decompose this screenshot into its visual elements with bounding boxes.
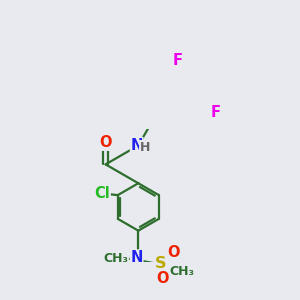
Text: O: O <box>99 135 112 150</box>
Text: O: O <box>168 245 180 260</box>
Text: Cl: Cl <box>94 186 110 201</box>
Text: O: O <box>157 271 169 286</box>
Text: CH₃: CH₃ <box>103 252 128 265</box>
Text: CH₃: CH₃ <box>169 265 194 278</box>
Text: F: F <box>210 105 220 120</box>
Text: H: H <box>140 141 150 154</box>
Text: S: S <box>155 256 166 271</box>
Text: N: N <box>130 138 143 153</box>
Text: F: F <box>173 53 183 68</box>
Text: N: N <box>130 250 143 265</box>
